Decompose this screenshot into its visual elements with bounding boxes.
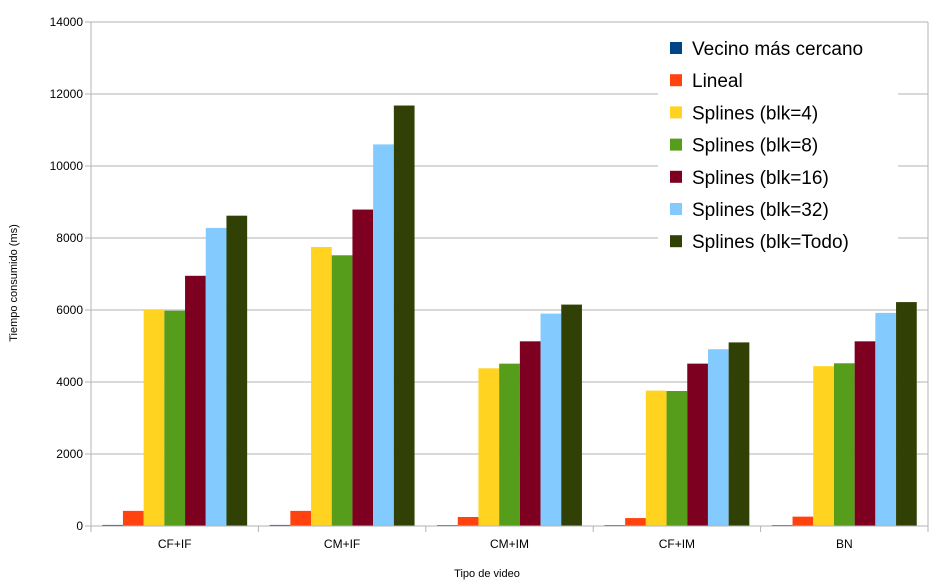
y-axis-title: Tiempo consumido (ms) <box>8 224 20 342</box>
bar <box>687 363 708 526</box>
y-tick-label: 0 <box>76 519 83 533</box>
bars <box>102 105 917 527</box>
bar <box>625 518 646 526</box>
bar <box>102 524 123 526</box>
bar <box>457 517 479 526</box>
legend-label: Lineal <box>692 71 743 92</box>
bar <box>561 304 582 526</box>
x-tick-label: CM+IM <box>490 537 529 551</box>
legend-swatch <box>670 235 682 248</box>
bar <box>164 310 186 526</box>
legend: Vecino más cercano Lineal Splines (blk=4) S… <box>658 30 898 266</box>
legend-label: Splines (blk=Todo) <box>692 232 849 253</box>
bar <box>792 516 814 526</box>
legend-label: Splines (blk=32) <box>692 200 829 221</box>
bar <box>122 510 144 526</box>
bar <box>226 215 248 526</box>
x-tick-label: CM+IF <box>324 537 360 551</box>
legend-swatch <box>670 138 682 151</box>
bar <box>393 105 415 527</box>
y-tick-label: 10000 <box>50 159 84 173</box>
legend-label: Vecino más cercano <box>692 39 863 60</box>
bar <box>875 312 897 526</box>
bar <box>311 247 332 526</box>
bar <box>854 341 876 526</box>
bar <box>331 255 353 526</box>
bar <box>833 363 855 526</box>
legend-label: Splines (blk=8) <box>692 136 818 157</box>
bar <box>185 275 206 526</box>
x-tick-label: BN <box>836 537 853 551</box>
legend-label: Splines (blk=4) <box>692 103 818 124</box>
bar <box>813 366 834 526</box>
legend-swatch <box>670 42 682 54</box>
bar <box>645 390 667 526</box>
axes: 0 2000 4000 6000 8000 10000 12000 14000 CF+IF CM+… <box>50 15 929 551</box>
bar <box>478 368 500 526</box>
y-tick-label: 8000 <box>56 231 83 245</box>
x-tick-label: CF+IM <box>659 537 695 551</box>
bar <box>373 144 394 526</box>
bar <box>896 302 917 526</box>
bar <box>666 391 688 526</box>
bar <box>352 209 374 526</box>
bar <box>540 313 562 526</box>
bar <box>707 349 729 526</box>
legend-swatch <box>670 106 682 119</box>
legend-label: Splines (blk=16) <box>692 168 829 189</box>
bar <box>499 363 520 526</box>
y-tick-label: 12000 <box>50 87 84 101</box>
legend-swatch <box>670 203 682 215</box>
y-tick-label: 6000 <box>56 303 83 317</box>
y-tick-label: 14000 <box>50 15 84 29</box>
bar <box>269 524 291 526</box>
legend-box <box>658 30 898 266</box>
y-tick-label: 2000 <box>56 447 83 461</box>
y-tick-label: 4000 <box>56 375 83 389</box>
bar <box>519 341 541 526</box>
bar <box>290 510 312 526</box>
x-tick-label: CF+IF <box>158 537 192 551</box>
bar <box>143 309 165 526</box>
legend-swatch <box>670 170 682 183</box>
x-axis-title: Tipo de video <box>454 568 520 580</box>
bar <box>728 342 750 526</box>
bar <box>205 227 227 527</box>
legend-swatch <box>670 74 682 87</box>
